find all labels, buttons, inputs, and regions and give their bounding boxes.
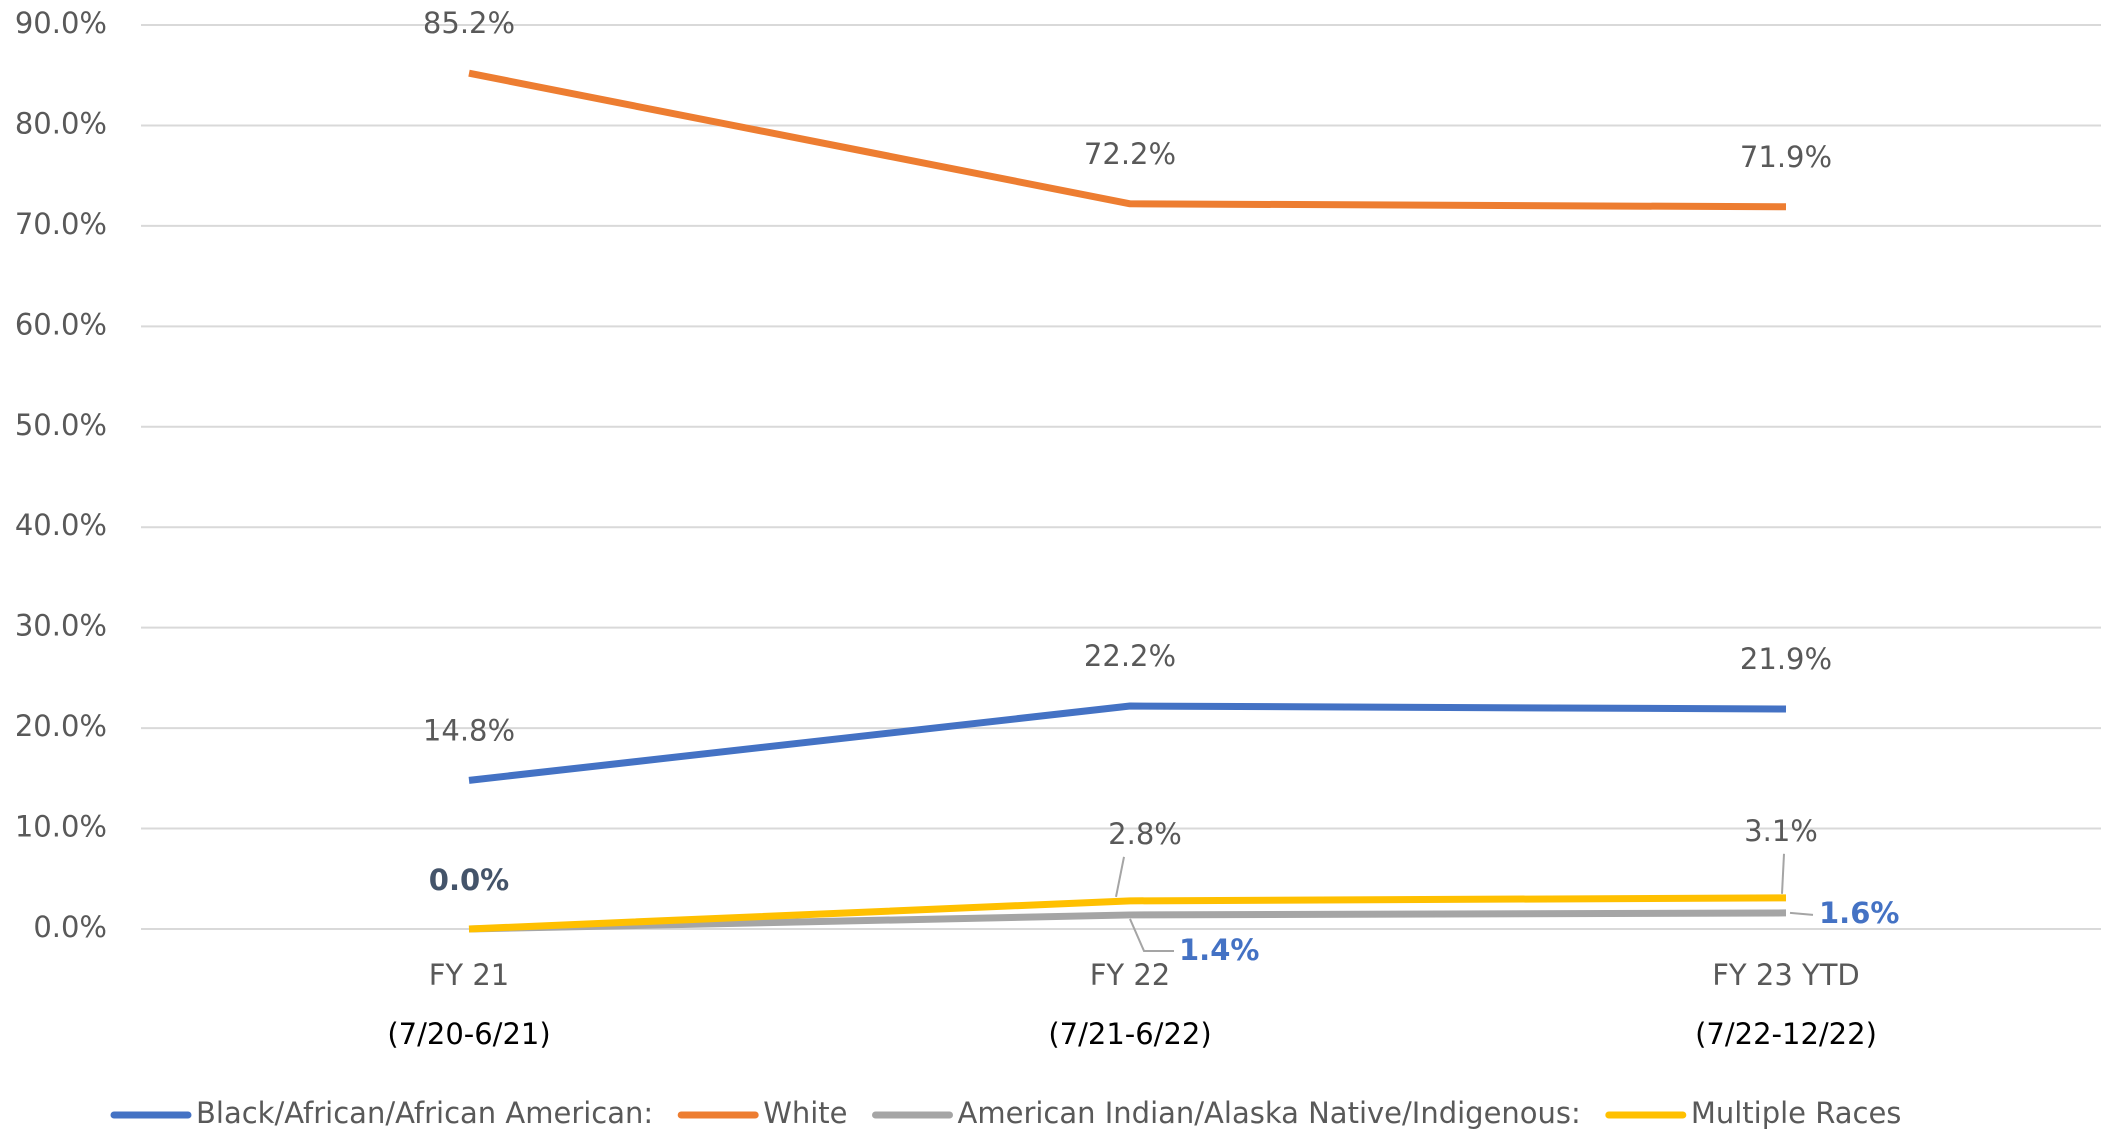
x-tick-label: FY 23 YTD bbox=[1712, 958, 1860, 992]
y-tick-label: 20.0% bbox=[15, 709, 107, 743]
data-label: 1.6% bbox=[1819, 896, 1899, 930]
y-tick-label: 10.0% bbox=[15, 810, 107, 844]
x-tick-period: (7/21-6/22) bbox=[1048, 1017, 1211, 1051]
data-label: 3.1% bbox=[1744, 814, 1818, 848]
y-tick-label: 50.0% bbox=[15, 408, 107, 442]
data-label: 71.9% bbox=[1740, 140, 1832, 174]
y-tick-label: 80.0% bbox=[15, 106, 107, 140]
data-label: 2.8% bbox=[1108, 817, 1182, 851]
series-line bbox=[468, 909, 1787, 933]
data-label: 85.2% bbox=[423, 6, 515, 40]
y-tick-label: 90.0% bbox=[15, 6, 107, 40]
series-line bbox=[468, 894, 1787, 933]
x-tick-period: (7/22-12/22) bbox=[1695, 1017, 1877, 1051]
legend-label: Black/African/African American: bbox=[196, 1096, 653, 1130]
leader-line bbox=[1115, 856, 1125, 898]
x-tick-label: FY 21 bbox=[429, 958, 510, 992]
y-tick-label: 0.0% bbox=[33, 910, 107, 944]
data-label: 72.2% bbox=[1084, 137, 1176, 171]
y-tick-label: 30.0% bbox=[15, 609, 107, 643]
y-tick-label: 70.0% bbox=[15, 207, 107, 241]
legend-label: American Indian/Alaska Native/Indigenous… bbox=[958, 1096, 1581, 1130]
x-tick-label: FY 22 bbox=[1090, 958, 1171, 992]
leader-line bbox=[1129, 918, 1174, 952]
data-label: 22.2% bbox=[1084, 639, 1176, 673]
x-tick-period: (7/20-6/21) bbox=[387, 1017, 550, 1051]
data-label: 14.8% bbox=[423, 713, 515, 747]
data-label: 0.0% bbox=[429, 863, 509, 897]
series-line bbox=[468, 69, 1787, 211]
data-label: 1.4% bbox=[1179, 933, 1259, 967]
leader-line bbox=[1781, 853, 1785, 894]
data-label: 21.9% bbox=[1740, 642, 1832, 676]
leader-line bbox=[1789, 911, 1814, 916]
legend-label: White bbox=[763, 1096, 847, 1130]
legend-label: Multiple Races bbox=[1691, 1096, 1902, 1130]
y-tick-label: 40.0% bbox=[15, 508, 107, 542]
y-tick-label: 60.0% bbox=[15, 307, 107, 341]
series-line bbox=[468, 702, 1787, 784]
